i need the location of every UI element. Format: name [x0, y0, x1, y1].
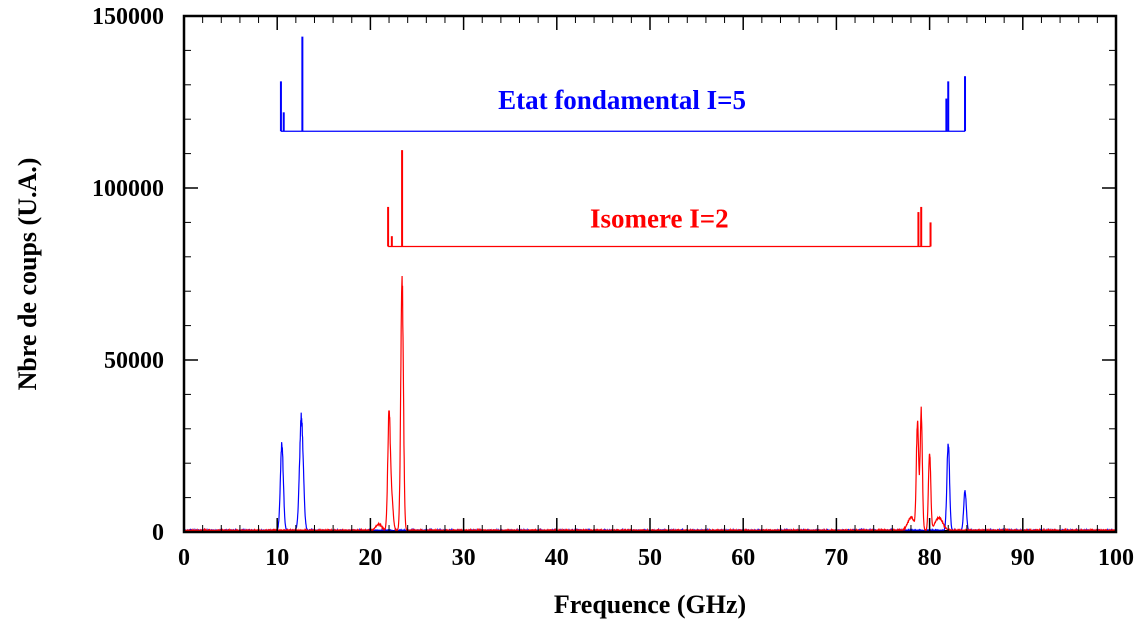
x-tick-label: 40: [545, 545, 569, 571]
series-line-1: [183, 275, 1117, 534]
tick-layer: [183, 15, 1117, 533]
series-line-0: [183, 412, 1117, 534]
x-tick-label: 90: [1011, 545, 1035, 571]
y-tick-label: 0: [152, 520, 164, 546]
x-tick-label: 80: [918, 545, 942, 571]
data-layer: [183, 275, 1117, 534]
x-axis-title: Frequence (GHz): [554, 590, 746, 619]
x-tick-label: 0: [178, 545, 190, 571]
x-tick-label: 50: [638, 545, 662, 571]
y-tick-label: 50000: [104, 348, 164, 374]
x-tick-label: 100: [1098, 545, 1134, 571]
x-tick-label: 70: [824, 545, 848, 571]
x-tick-label: 10: [265, 545, 289, 571]
x-tick-label: 20: [358, 545, 382, 571]
y-tick-label: 100000: [92, 176, 164, 202]
tick-label-layer: 0 10 20 30 40 50 60 70 80 90 100 0 50000 100000 150000: [92, 4, 1134, 571]
x-tick-label: 30: [452, 545, 476, 571]
annotation-label-0: Etat fondamental I=5: [498, 85, 746, 115]
annotation-layer: Etat fondamental I=5 Isomere I=2: [279, 36, 967, 248]
x-tick-label: 60: [731, 545, 755, 571]
y-axis-title: Nbre de coups (U.A.): [13, 158, 42, 391]
y-tick-label: 150000: [92, 4, 164, 30]
annotation-label-1: Isomere I=2: [590, 204, 729, 234]
